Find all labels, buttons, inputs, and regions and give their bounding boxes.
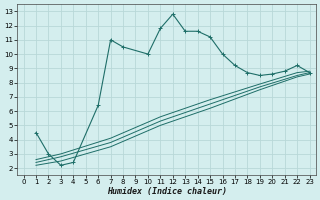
X-axis label: Humidex (Indice chaleur): Humidex (Indice chaleur) [107,187,227,196]
